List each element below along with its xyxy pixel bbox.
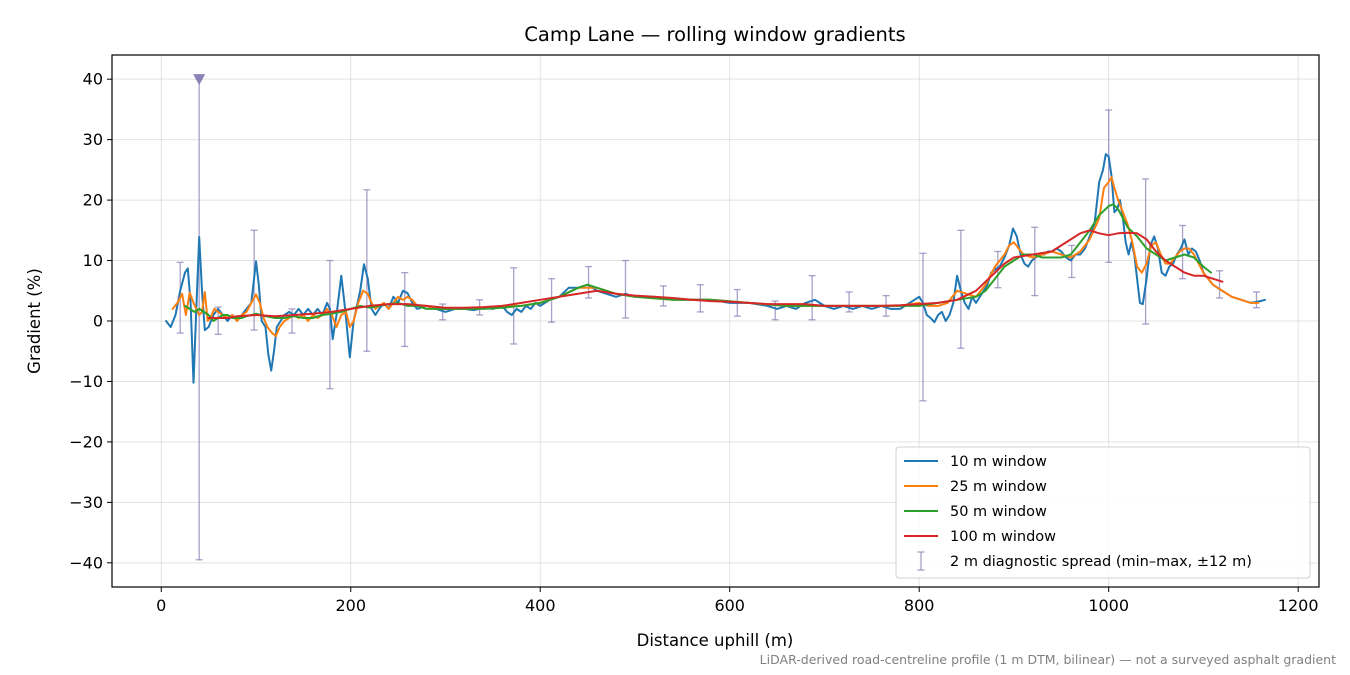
errorbar-24 [1031,226,1039,297]
axis-ticks: 0 200 400 600 800 1000 1200 −40 −30 −20 −10 0 10 20 30… [69,70,1318,615]
x-tick-label: 0 [156,596,166,615]
legend-entry-4: 100 m window [904,529,1056,545]
legend-entry-3: 50 m window [904,504,1047,520]
errorbar-14 [659,285,667,307]
legend-label: 2 m diagnostic spread (min–max, ±12 m) [950,554,1252,570]
caption-note: LiDAR-derived road-centreline profile (1… [760,652,1336,667]
errorbar-6 [363,189,371,352]
errorbar-28 [1179,224,1187,280]
legend-entry-1: 10 m window [904,454,1047,470]
legend-entry-2: 25 m window [904,479,1047,495]
y-tick-label: 10 [83,251,103,270]
errorbar-26 [1105,109,1113,264]
y-tick-label: 0 [93,312,103,331]
x-tick-label: 200 [335,596,366,615]
legend-entry-5: 2 m diagnostic spread (min–max, ±12 m) [917,551,1252,571]
errorbar-27 [1142,178,1150,325]
errorbar-21 [919,252,927,402]
y-tick-label: −20 [69,432,103,451]
x-tick-label: 1000 [1088,596,1129,615]
x-tick-label: 400 [525,596,556,615]
y-axis-label: Gradient (%) [25,268,44,374]
x-tick-label: 800 [904,596,935,615]
series-lines [165,153,1266,384]
x-axis-label: Distance uphill (m) [637,631,794,650]
series-line-4 [207,229,1224,319]
y-tick-label: −10 [69,372,103,391]
x-tick-label: 600 [714,596,745,615]
errorbar-30 [1252,291,1260,309]
legend-label: 100 m window [950,529,1056,545]
y-tick-label: 20 [83,191,103,210]
y-tick-label: 30 [83,130,103,149]
y-tick-label: 40 [83,70,103,89]
x-tick-label: 1200 [1278,596,1319,615]
errorbar-7 [401,271,409,348]
errorbar-13 [621,259,629,319]
chart-title: Camp Lane — rolling window gradients [524,23,905,46]
legend-box [895,446,1311,579]
y-tick-label: −30 [69,493,103,512]
errorbar-15 [696,284,704,313]
y-tick-label: −40 [69,553,103,572]
grid [112,55,1319,587]
legend-label: 25 m window [950,479,1047,495]
legend-label: 50 m window [950,504,1047,520]
errorbar-11 [548,278,556,323]
errorbar-5 [326,259,334,390]
errorbar-25 [1068,244,1076,279]
errorbar-18 [808,275,816,321]
legend-label: 10 m window [950,454,1047,470]
legend: 10 m window 25 m window 50 m window 100 m w… [895,446,1311,579]
errorbar-29 [1216,270,1224,299]
clipped-value-marker [193,74,206,86]
